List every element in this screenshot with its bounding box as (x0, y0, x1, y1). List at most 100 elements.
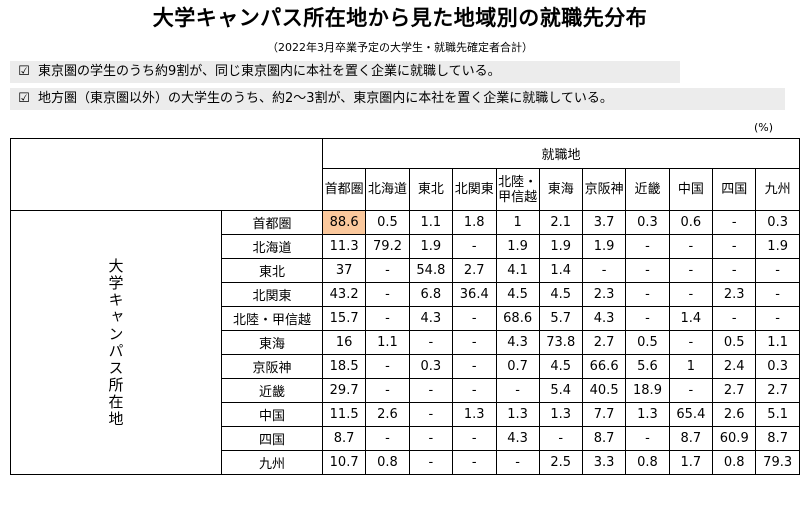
table-cell: - (408, 378, 453, 403)
table-cell: 10.7 (322, 450, 367, 475)
table-cell: 1.9 (408, 234, 453, 259)
table-cell: 7.7 (581, 402, 627, 427)
row-header: 中国 (220, 402, 324, 427)
table-cell: - (712, 210, 757, 235)
row-header: 京阪神 (220, 354, 324, 379)
table-cell: - (712, 234, 757, 259)
table-cell: 3.3 (581, 450, 627, 475)
table-cell: 0.5 (365, 210, 410, 235)
table-cell: 2.3 (581, 282, 627, 307)
table-cell: - (625, 426, 670, 451)
table-cell: 66.6 (581, 354, 627, 379)
row-header: 北関東 (220, 282, 324, 307)
checkbox-icon: ☑ (18, 91, 30, 106)
table-cell: 65.4 (668, 402, 714, 427)
table-cell: 2.7 (581, 330, 627, 355)
table-cell: - (625, 258, 670, 283)
table-cell: 3.7 (581, 210, 627, 235)
table-row: 北陸・甲信越 15.7-4.3-68.6 5.7 4.3-1.4- - (11, 306, 800, 331)
corner-cell (9, 138, 324, 211)
table-cell: 8.7 (322, 426, 367, 451)
table-row: 東北 37-54.8 2.7 4.1 1.4- - - - - (11, 258, 800, 283)
table-cell: 1.3 (538, 402, 583, 427)
table-cell: 0.8 (365, 450, 410, 475)
table-cell: - (408, 426, 453, 451)
table-cell: 2.7 (451, 258, 497, 283)
note-1: ☑ 東京圏の学生のうち約9割が、同じ東京圏内に本社を置く企業に就職している。 (10, 61, 680, 83)
table-cell: - (625, 282, 670, 307)
table-cell: 5.1 (755, 402, 800, 427)
table-cell: 36.4 (451, 282, 497, 307)
table-cell: 2.4 (712, 354, 757, 379)
row-header: 九州 (220, 450, 324, 475)
table-cell: 1.9 (495, 234, 540, 259)
table-cell: - (625, 234, 670, 259)
table-cell: - (451, 234, 497, 259)
table-cell: 1.1 (365, 330, 410, 355)
table-cell: - (625, 306, 670, 331)
table-row: 北関東 43.2-6.8 36.4 4.5 4.5 2.3- -2.3- (11, 282, 800, 307)
table-cell: - (365, 282, 410, 307)
column-header: 中国 (668, 168, 714, 211)
table-row: 大学キャンパス所在地 首都圏 88.6 0.5 1.1 1.8 1 2.1 3.7 0.3 0.6-… (10, 210, 800, 475)
table-cell: 2.7 (755, 378, 800, 403)
table-cell: - (495, 450, 540, 475)
row-header: 北陸・甲信越 (220, 306, 324, 331)
row-header: 東海 (220, 330, 324, 355)
table-cell: - (755, 258, 800, 283)
checkbox-icon: ☑ (18, 64, 30, 79)
table-cell: - (538, 426, 583, 451)
table-row: 東海 16 1.1- -4.3 73.8 2.7 0.5-0.5 1.1 (11, 330, 800, 355)
table-cell: 4.3 (581, 306, 627, 331)
table-cell: 0.5 (625, 330, 670, 355)
table-cell: 29.7 (322, 378, 367, 403)
table-cell: - (365, 258, 410, 283)
row-header: 北海道 (220, 234, 324, 259)
table-cell: 73.8 (538, 330, 583, 355)
table-cell: 18.9 (625, 378, 670, 403)
table-cell: 11.3 (322, 234, 367, 259)
table-cell: 1.1 (755, 330, 800, 355)
table-row: 四国 8.7- - -4.3-8.7-8.7 60.9 8.7 (11, 426, 800, 451)
table-cell: 4.3 (495, 426, 540, 451)
table-cell: 0.3 (625, 210, 670, 235)
table-cell: 1.3 (495, 402, 540, 427)
table-cell: 2.7 (712, 378, 757, 403)
table-cell: 15.7 (322, 306, 367, 331)
table-cell: 1.4 (538, 258, 583, 283)
row-header: 東北 (220, 258, 324, 283)
table-cell: 1.9 (538, 234, 583, 259)
table-cell: 54.8 (408, 258, 453, 283)
row-header: 四国 (220, 426, 324, 451)
table-cell: 0.7 (495, 354, 540, 379)
page-title: 大学キャンパス所在地から見た地域別の就職先分布 (152, 6, 648, 30)
column-header: 京阪神 (581, 168, 627, 211)
table-cell: 1.9 (581, 234, 627, 259)
table-cell: - (451, 330, 497, 355)
table-cell: 1 (668, 354, 714, 379)
column-header: 近畿 (625, 168, 670, 211)
table-cell: 2.6 (712, 402, 757, 427)
table-cell: 1.8 (451, 210, 497, 235)
table-cell: - (451, 306, 497, 331)
table-cell: 2.6 (365, 402, 410, 427)
column-header: 首都圏 (322, 168, 367, 211)
table-cell: 4.5 (495, 282, 540, 307)
table-cell: 4.1 (495, 258, 540, 283)
table-cell: - (668, 282, 714, 307)
table-cell: 4.3 (408, 306, 453, 331)
table-cell: - (451, 426, 497, 451)
note-1-text: 東京圏の学生のうち約9割が、同じ東京圏内に本社を置く企業に就職している。 (38, 64, 501, 79)
table-cell: 0.3 (755, 210, 800, 235)
table-cell: 16 (322, 330, 367, 355)
table-row: 京阪神 18.5-0.3-0.7 4.5 66.6 5.6 1 2.4 0.3 (11, 354, 800, 379)
table-cell: 4.5 (538, 282, 583, 307)
table-cell: - (365, 354, 410, 379)
highlighted-cell: 88.6 (322, 210, 367, 235)
table-cell: 1 (495, 210, 540, 235)
table-cell: 60.9 (712, 426, 757, 451)
table-cell: 1.1 (408, 210, 453, 235)
table-cell: 8.7 (668, 426, 714, 451)
column-group-header: 就職地 (322, 138, 800, 169)
table-cell: - (712, 258, 757, 283)
